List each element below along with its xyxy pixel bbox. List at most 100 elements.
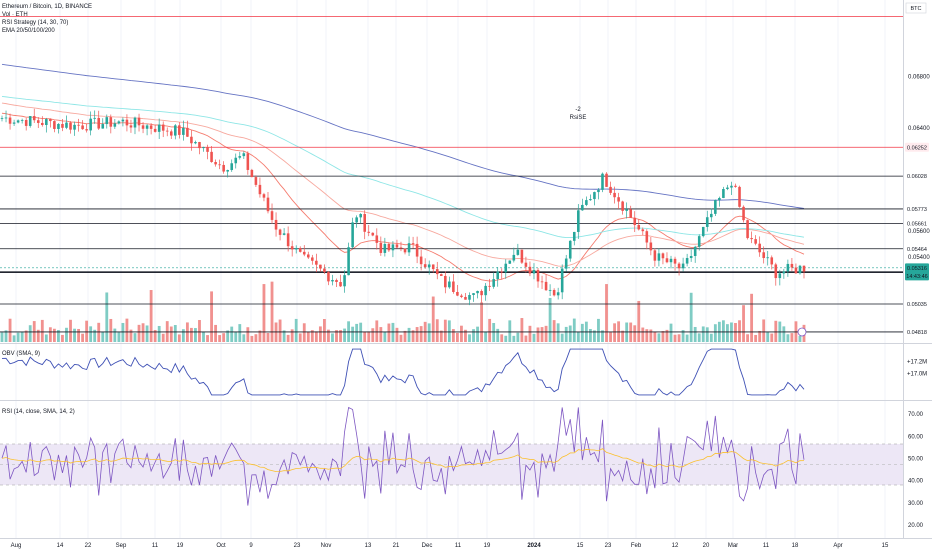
volume-bar bbox=[153, 329, 157, 342]
candle-body bbox=[722, 189, 725, 198]
candle-body bbox=[564, 258, 568, 269]
volume-bar bbox=[528, 325, 532, 342]
candle-body bbox=[371, 232, 375, 236]
volume-bar bbox=[540, 327, 544, 342]
candle-body bbox=[351, 222, 354, 248]
volume-bar bbox=[419, 326, 423, 342]
volume-bar bbox=[4, 330, 8, 342]
time-tick: 19 bbox=[484, 543, 491, 549]
volume-bar bbox=[750, 293, 754, 342]
volume-bar bbox=[105, 292, 109, 342]
volume-bar bbox=[645, 329, 649, 342]
candle-body bbox=[540, 281, 544, 283]
candle-body bbox=[41, 122, 44, 125]
volume-bar bbox=[210, 291, 213, 342]
candle-body bbox=[440, 274, 443, 276]
currency-badge[interactable] bbox=[905, 2, 927, 14]
candle-body bbox=[202, 147, 205, 149]
volume-bar bbox=[713, 324, 717, 342]
legend-volume: Vol · ETH bbox=[2, 12, 28, 18]
black-level-tag-text: 0.05773 bbox=[907, 207, 927, 213]
rsi-pane[interactable] bbox=[0, 406, 903, 506]
candle-body bbox=[157, 124, 161, 132]
candle-body bbox=[8, 117, 12, 124]
volume-bar bbox=[580, 323, 584, 342]
volume-bar bbox=[218, 335, 222, 342]
time-tick: 20 bbox=[703, 543, 710, 549]
candle-body bbox=[693, 246, 697, 256]
volume-bar bbox=[669, 323, 673, 342]
candle-body bbox=[452, 281, 455, 292]
volume-bar bbox=[157, 325, 161, 342]
rsi-ma-line bbox=[1, 448, 805, 473]
obv-title: OBV (SMA, 9) bbox=[2, 351, 40, 357]
red-level-tag bbox=[905, 142, 929, 152]
candle-body bbox=[387, 243, 391, 251]
volume-bar bbox=[572, 318, 576, 342]
volume-bar bbox=[657, 333, 661, 342]
time-axis[interactable]: Aug 14 22 Sep 11 19 Oct 9 23 Nov 13 21 Dec 11 19 2024 15… bbox=[11, 543, 889, 549]
candle-body bbox=[657, 253, 661, 261]
volume-bar bbox=[685, 334, 689, 342]
volume-bar bbox=[161, 333, 165, 342]
volume-bar bbox=[310, 330, 314, 342]
candle-body bbox=[65, 122, 68, 128]
volume-bar bbox=[65, 327, 68, 342]
volume-bar bbox=[512, 335, 516, 342]
volume-bar bbox=[468, 334, 471, 342]
volume-bar bbox=[601, 330, 604, 342]
candle-body bbox=[802, 265, 806, 272]
time-tick: 14 bbox=[57, 543, 64, 549]
volume-bar bbox=[24, 330, 28, 342]
time-tick: 11 bbox=[763, 543, 770, 549]
volume-bar bbox=[363, 331, 367, 342]
candle-body bbox=[117, 121, 121, 124]
volume-bar bbox=[40, 319, 44, 342]
black-level-tag-text: 0.05661 bbox=[907, 221, 927, 227]
volume-bar bbox=[254, 334, 258, 342]
candle-body bbox=[617, 197, 620, 202]
price-axis[interactable]: 0.062520.060280.057730.056610.054640.052… bbox=[905, 75, 930, 337]
volume-bar bbox=[621, 330, 625, 342]
candle-body bbox=[685, 258, 689, 264]
price-pane[interactable] bbox=[0, 16, 903, 343]
time-tick: 19 bbox=[177, 543, 184, 549]
replay-icon[interactable] bbox=[797, 327, 807, 337]
volume-bar bbox=[302, 323, 306, 342]
candle-body bbox=[544, 281, 548, 291]
volume-bar bbox=[8, 318, 12, 342]
obv-line bbox=[1, 348, 805, 396]
candle-body bbox=[93, 117, 96, 119]
volume-bar bbox=[431, 296, 435, 342]
rsi-tick: 60.00 bbox=[908, 434, 924, 440]
candle-body bbox=[480, 290, 483, 296]
rsi-tick: 20.00 bbox=[908, 523, 924, 529]
volume-bar bbox=[379, 327, 383, 342]
volume-bar bbox=[504, 335, 508, 342]
candle-body bbox=[294, 248, 298, 250]
volume-bar bbox=[480, 302, 483, 342]
candle-body bbox=[383, 243, 387, 253]
candle-body bbox=[581, 204, 584, 211]
time-tick: 11 bbox=[152, 543, 159, 549]
volume-bar bbox=[770, 333, 774, 342]
legend-ema: EMA 20/50/100/200 bbox=[2, 28, 55, 34]
obv-pane[interactable] bbox=[1, 348, 805, 396]
volume-bar bbox=[242, 334, 246, 342]
candle-body bbox=[16, 120, 20, 123]
candle-body bbox=[169, 131, 173, 136]
rsi-tick: 70.00 bbox=[908, 412, 924, 418]
candle-body bbox=[323, 268, 326, 273]
volume-bar bbox=[681, 330, 685, 342]
volume-bar bbox=[544, 325, 548, 342]
candle-body bbox=[335, 279, 338, 282]
candle-body bbox=[355, 217, 358, 223]
volume-bar bbox=[222, 333, 226, 342]
candle-body bbox=[214, 162, 217, 165]
volume-bar bbox=[548, 297, 552, 342]
candle-body bbox=[49, 119, 52, 122]
volume-bar bbox=[117, 332, 121, 342]
candle-body bbox=[548, 289, 552, 291]
time-tick: 9 bbox=[249, 543, 253, 549]
